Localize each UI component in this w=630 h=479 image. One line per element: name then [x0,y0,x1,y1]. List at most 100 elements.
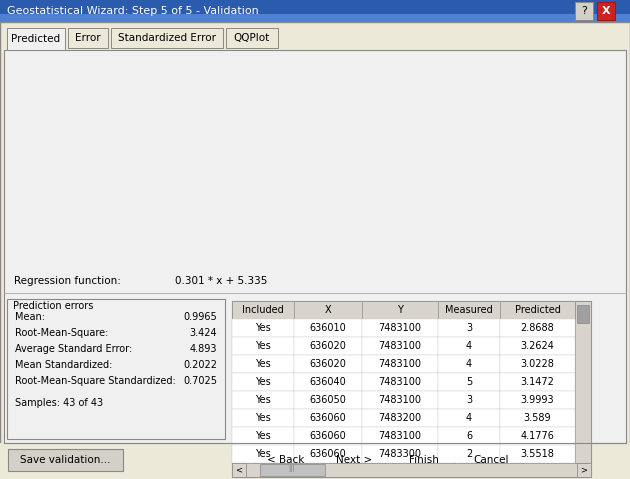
Text: 3.424: 3.424 [190,328,217,338]
Text: Average Standard Error:: Average Standard Error: [15,344,132,354]
Text: 3.1472: 3.1472 [520,377,554,387]
Point [612,167,622,175]
Text: 7483200: 7483200 [379,413,421,423]
Text: 0.2022: 0.2022 [183,360,217,370]
Point [206,200,216,207]
Point [135,215,145,222]
Point [217,206,227,214]
Point [239,200,249,207]
Point [522,173,532,181]
Text: Root-Mean-Square:: Root-Mean-Square: [15,328,108,338]
Text: Regression function:: Regression function: [14,276,121,286]
Text: Yes: Yes [255,359,271,369]
Text: 0.7025: 0.7025 [183,376,217,386]
Text: Yes: Yes [255,341,271,351]
Text: 3.5518: 3.5518 [520,449,554,459]
Text: >: > [580,466,588,475]
Text: 7483100: 7483100 [379,395,421,405]
Text: 4.893: 4.893 [190,344,217,354]
Text: Cancel: Cancel [473,455,509,465]
Point [362,158,372,166]
Text: X: X [324,305,331,315]
Text: 4: 4 [466,359,472,369]
Point [302,182,312,190]
Point [154,198,164,206]
Text: 0.9965: 0.9965 [183,312,217,322]
Text: Standardized Error: Standardized Error [118,33,216,43]
Text: 636020: 636020 [309,359,346,369]
Text: 7483300: 7483300 [379,449,421,459]
Point [273,194,283,202]
Text: 4: 4 [466,413,472,423]
Text: Root-Mean-Square Standardized:: Root-Mean-Square Standardized: [15,376,176,386]
Text: 7483100: 7483100 [379,359,421,369]
Point [306,174,316,182]
Text: Yes: Yes [255,377,271,387]
Text: III: III [289,466,295,475]
Point [139,210,149,218]
Point [318,160,328,167]
Text: 7483100: 7483100 [379,377,421,387]
Text: 3.589: 3.589 [524,413,551,423]
Point [243,195,253,203]
Point [98,270,108,277]
Text: Finish: Finish [409,455,439,465]
Text: Mean Standardized:: Mean Standardized: [15,360,112,370]
Point [109,225,119,233]
Point [198,205,209,212]
Point [191,206,201,214]
Text: < Back: < Back [267,455,305,465]
Text: 636050: 636050 [309,395,346,405]
Text: <: < [236,466,243,475]
Text: 2: 2 [466,449,472,459]
Text: 7483100: 7483100 [379,323,421,333]
Text: Yes: Yes [255,395,271,405]
Point [161,203,171,210]
Text: 3.0228: 3.0228 [520,359,554,369]
Text: Y: Y [397,305,403,315]
Point [172,201,182,209]
Point [575,169,585,176]
Point [288,186,298,194]
Point [72,185,82,193]
Text: Next >: Next > [336,455,372,465]
Text: 3: 3 [466,323,472,333]
Y-axis label: Predicted, 10⁻¹: Predicted, 10⁻¹ [18,130,28,209]
Text: Error: Error [75,33,101,43]
Point [422,178,432,185]
Point [90,270,100,277]
Text: X: X [602,6,610,16]
Text: 7483100: 7483100 [379,341,421,351]
Text: Measured: Measured [445,305,493,315]
Point [183,190,193,197]
Text: 636040: 636040 [309,377,346,387]
Text: 636060: 636060 [309,413,346,423]
Point [605,207,615,215]
Text: Yes: Yes [255,449,271,459]
Text: 636010: 636010 [309,323,346,333]
Text: ?: ? [581,6,587,16]
Text: 3: 3 [466,395,472,405]
Text: 4: 4 [466,341,472,351]
Text: Predicted: Predicted [11,34,60,44]
Text: Included: Included [242,305,284,315]
Point [515,171,525,179]
Text: 3.2624: 3.2624 [520,341,554,351]
Text: Geostatistical Wizard: Step 5 of 5 - Validation: Geostatistical Wizard: Step 5 of 5 - Val… [7,6,259,16]
Text: 2.8688: 2.8688 [520,323,554,333]
Text: 6: 6 [466,431,472,441]
Point [228,203,238,210]
Point [142,213,152,221]
Text: 7483100: 7483100 [379,431,421,441]
Text: Yes: Yes [255,431,271,441]
Point [582,167,592,175]
Text: Yes: Yes [255,323,271,333]
Point [150,205,160,212]
Text: 0.301 * x + 5.335: 0.301 * x + 5.335 [175,276,267,286]
X-axis label: Measured, 10⁻¹: Measured, 10⁻¹ [297,299,378,309]
Text: 636020: 636020 [309,341,346,351]
Point [79,188,89,195]
Point [343,158,353,166]
Text: 636060: 636060 [309,449,346,459]
Text: Yes: Yes [255,413,271,423]
